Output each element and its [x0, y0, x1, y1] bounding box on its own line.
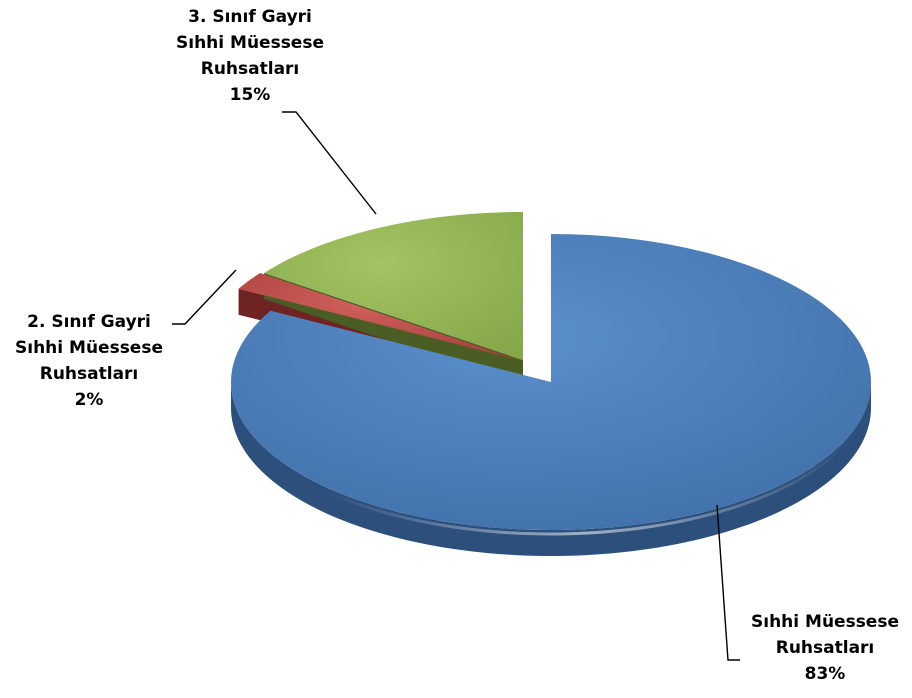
data-label-percent: 83% — [804, 664, 846, 684]
data-label-line: Sıhhi Müessese — [176, 33, 324, 53]
data-label-line: 3. Sınıf Gayri — [188, 7, 312, 27]
data-label-line: Ruhsatları — [200, 59, 300, 79]
slice-top-3-sinif — [264, 212, 523, 360]
data-label-percent: 15% — [229, 85, 271, 105]
leader-lines — [172, 111, 740, 661]
data-label-2-sinif: 2. Sınıf Gayri Sıhhi Müessese Ruhsatları… — [4, 309, 174, 413]
data-label-percent: 2% — [74, 390, 104, 410]
leader-line-2-sinif — [172, 269, 237, 325]
data-label-sihhi: Sıhhi Müessese Ruhsatları 83% — [738, 609, 912, 687]
rim-highlight — [324, 439, 850, 536]
data-label-line: 2. Sınıf Gayri — [27, 312, 151, 332]
data-label-line: Sıhhi Müessese — [15, 338, 163, 358]
slice-side-sihhi — [231, 382, 871, 556]
data-label-3-sinif: 3. Sınıf Gayri Sıhhi Müessese Ruhsatları… — [165, 4, 335, 108]
data-label-line: Ruhsatları — [39, 364, 139, 384]
data-label-line: Ruhsatları — [775, 638, 875, 658]
leader-line-sihhi — [716, 504, 740, 661]
leader-line-3-sinif — [282, 111, 377, 215]
pie-tops — [231, 212, 871, 530]
data-label-line: Sıhhi Müessese — [751, 612, 899, 632]
slice-top-2-sinif — [238, 273, 519, 360]
slice-top-sihhi — [231, 234, 871, 530]
